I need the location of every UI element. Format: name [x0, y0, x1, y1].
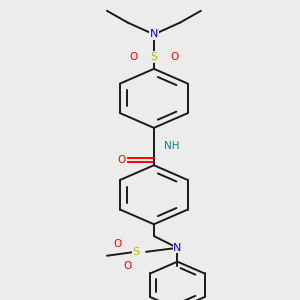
Text: S: S [132, 247, 139, 257]
Text: S: S [150, 52, 158, 62]
Text: O: O [117, 155, 125, 165]
Text: O: O [171, 52, 179, 62]
Text: O: O [129, 52, 137, 62]
Text: N: N [173, 243, 182, 253]
Text: O: O [113, 239, 122, 249]
Text: N: N [150, 29, 158, 39]
Text: O: O [124, 261, 132, 271]
Text: NH: NH [164, 141, 180, 151]
